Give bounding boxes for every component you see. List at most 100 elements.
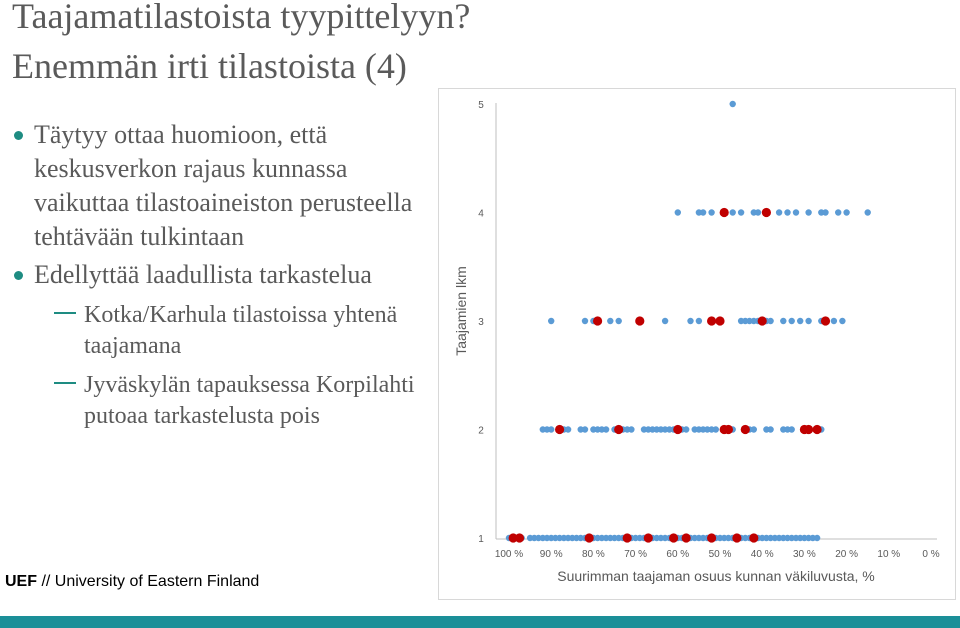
x-axis-label: Suurimman taajaman osuus kunnan väkiluvu… — [557, 568, 875, 584]
data-point-red — [584, 533, 594, 543]
data-point-blue — [813, 534, 821, 542]
data-point-blue — [581, 317, 589, 325]
x-tick-label: 40 % — [751, 549, 774, 560]
data-point-blue — [750, 426, 757, 433]
data-point-blue — [754, 209, 762, 216]
x-tick-label: 90 % — [540, 549, 563, 560]
data-point-blue — [699, 209, 707, 216]
bullet-list: Täytyy ottaa huomioon, että keskusverkon… — [14, 118, 424, 440]
data-point-blue — [687, 317, 694, 325]
data-point-red — [804, 424, 814, 435]
y-tick-labels: 1 2 3 4 5 — [478, 100, 484, 545]
data-point-blue — [581, 426, 589, 433]
data-point-red — [681, 533, 691, 543]
data-point-blue — [843, 209, 850, 216]
bullet-item: Täytyy ottaa huomioon, että keskusverkon… — [14, 118, 424, 254]
sub-bullet-item: Jyväskylän tapauksessa Korpilahti putoaa… — [14, 370, 424, 432]
data-point-blue — [767, 426, 774, 433]
data-point-red — [614, 424, 624, 435]
bullet-dot-icon — [14, 271, 23, 280]
data-point-red — [635, 316, 645, 326]
data-point-blue — [695, 317, 703, 325]
data-point-blue — [615, 317, 622, 325]
data-point-red — [669, 533, 679, 543]
data-point-blue — [607, 317, 614, 325]
data-point-blue — [830, 317, 838, 325]
data-point-red — [622, 533, 632, 543]
data-point-blue — [805, 317, 812, 325]
data-point-red — [757, 316, 767, 326]
sub-bullet-text: Jyväskylän tapauksessa Korpilahti putoaa… — [84, 372, 415, 429]
footer: UEF // University of Eastern Finland — [5, 573, 259, 591]
y-tick-label: 4 — [478, 209, 484, 220]
y-tick-label: 2 — [478, 426, 484, 437]
bullet-dot-icon — [14, 131, 23, 140]
data-point-blue — [712, 426, 719, 433]
bullet-text: Täytyy ottaa huomioon, että keskusverkon… — [34, 120, 413, 251]
data-point-red — [719, 207, 729, 218]
x-tick-label: 50 % — [709, 549, 732, 560]
slide-title-line2: Enemmän irti tilastoista (4) — [12, 46, 407, 86]
data-point-blue — [674, 209, 681, 216]
y-tick-label: 3 — [478, 317, 484, 328]
data-point-red — [749, 533, 759, 543]
data-point-red — [643, 533, 653, 543]
data-point-blue — [683, 426, 690, 433]
data-point-blue — [835, 209, 842, 216]
footer-text: // University of Eastern Finland — [37, 573, 260, 590]
x-tick-label: 60 % — [666, 549, 689, 560]
bullet-text: Edellyttää laadullista tarkastelua — [34, 260, 372, 289]
sub-bullet-text: Kotka/Karhula tilastoissa yhtenä taajama… — [84, 302, 398, 359]
data-point-blue — [737, 209, 745, 216]
data-point-red — [707, 316, 717, 326]
slide-title-line1: Taajamatilastoista tyypittelyyn? — [12, 0, 471, 36]
data-point-blue — [775, 209, 783, 216]
y-axis-label: Taajamien lkm — [453, 266, 469, 355]
data-point-blue — [839, 317, 846, 325]
data-point-blue — [805, 209, 812, 216]
data-point-red — [723, 424, 733, 435]
data-point-blue — [729, 100, 736, 108]
data-point-blue — [788, 317, 795, 325]
data-point-blue — [729, 209, 736, 216]
data-point-red — [508, 533, 518, 543]
data-point-red — [593, 316, 603, 326]
bullet-item: Edellyttää laadullista tarkastelua — [14, 258, 424, 292]
data-point-red — [514, 533, 525, 543]
data-point-blue — [784, 209, 791, 216]
scatter-chart: 1 2 3 4 5 100 % 90 % 80 % 70 % 60 % 50 % 40 % 30 % 2… — [438, 88, 956, 600]
data-point-red — [673, 424, 683, 435]
data-point-red — [812, 424, 822, 435]
footer-brand: UEF — [5, 573, 37, 590]
dash-icon — [54, 382, 76, 384]
x-tick-label: 20 % — [835, 549, 858, 560]
data-point-blue — [564, 426, 572, 433]
data-point-blue — [661, 317, 669, 325]
data-point-red — [732, 533, 742, 543]
data-point-blue — [822, 209, 829, 216]
dash-icon — [54, 312, 76, 314]
x-tick-label: 0 % — [922, 549, 939, 560]
data-point-blue — [708, 209, 715, 216]
y-tick-label: 5 — [478, 100, 484, 111]
scatter-chart-svg: 1 2 3 4 5 100 % 90 % 80 % 70 % 60 % 50 % 40 % 30 % 2… — [453, 100, 940, 584]
data-point-red — [707, 533, 717, 543]
x-tick-label: 70 % — [624, 549, 647, 560]
x-tick-label: 30 % — [793, 549, 816, 560]
data-point-blue — [797, 317, 804, 325]
data-point-blue — [864, 209, 871, 216]
data-point-red — [761, 207, 771, 218]
data-point-red — [740, 424, 750, 435]
x-tick-labels: 100 % 90 % 80 % 70 % 60 % 50 % 40 % 30 % 20 % 10 … — [495, 549, 940, 560]
x-tick-label: 80 % — [582, 549, 605, 560]
bottom-accent-bar — [0, 616, 960, 628]
data-point-blue — [780, 317, 787, 325]
data-point-blue — [628, 426, 635, 433]
data-point-blue — [792, 209, 800, 216]
x-tick-label: 100 % — [495, 549, 523, 560]
data-point-blue — [548, 317, 555, 325]
data-point-blue — [548, 426, 555, 433]
data-points — [505, 100, 871, 543]
data-point-red — [555, 424, 565, 435]
y-tick-label: 1 — [478, 534, 484, 545]
